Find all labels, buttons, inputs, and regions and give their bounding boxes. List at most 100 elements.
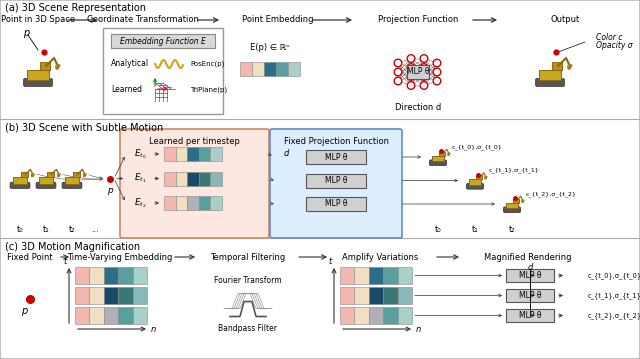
Bar	[199, 196, 211, 210]
FancyBboxPatch shape	[503, 207, 521, 213]
Text: t₂: t₂	[68, 225, 76, 234]
Bar	[90, 267, 104, 284]
Text: Amplify Variations: Amplify Variations	[342, 252, 418, 261]
Bar	[306, 173, 366, 187]
Bar	[252, 62, 264, 76]
Circle shape	[407, 55, 415, 62]
Circle shape	[407, 82, 415, 89]
Bar	[75, 267, 90, 284]
Text: Direction d: Direction d	[395, 103, 441, 112]
Text: p: p	[23, 28, 29, 38]
Text: Embedding Function E: Embedding Function E	[120, 37, 206, 46]
FancyBboxPatch shape	[36, 182, 56, 188]
Text: c_{t_1},σ_{t_1}: c_{t_1},σ_{t_1}	[588, 292, 640, 299]
Text: MLP θ: MLP θ	[324, 200, 348, 209]
Bar	[13, 177, 27, 184]
Bar	[306, 197, 366, 211]
Text: MLP θ: MLP θ	[324, 153, 348, 162]
Bar	[187, 196, 199, 210]
Text: MLP θ: MLP θ	[407, 67, 429, 76]
Bar	[476, 175, 482, 180]
Text: Opacity σ: Opacity σ	[596, 42, 632, 51]
Text: (b) 3D Scene with Subtle Motion: (b) 3D Scene with Subtle Motion	[5, 122, 163, 132]
Bar	[175, 147, 187, 161]
Bar	[118, 307, 132, 324]
FancyBboxPatch shape	[120, 129, 269, 238]
Bar	[369, 267, 383, 284]
Bar	[383, 267, 397, 284]
Polygon shape	[522, 200, 524, 202]
Bar	[340, 287, 355, 304]
Text: t₂: t₂	[509, 225, 515, 234]
Bar	[187, 147, 199, 161]
Polygon shape	[58, 174, 60, 177]
Bar	[27, 70, 49, 80]
Bar	[132, 307, 147, 324]
Text: MLP θ: MLP θ	[519, 271, 541, 280]
Bar	[21, 172, 28, 177]
Bar	[164, 172, 175, 186]
Bar	[211, 172, 222, 186]
Text: Fixed Point: Fixed Point	[7, 252, 53, 261]
Text: c_{t_0},σ_{t_0}: c_{t_0},σ_{t_0}	[452, 144, 503, 150]
Circle shape	[394, 59, 402, 67]
Text: Point Embedding: Point Embedding	[243, 15, 314, 24]
Bar	[369, 307, 383, 324]
Bar	[90, 307, 104, 324]
Text: t₁: t₁	[472, 225, 478, 234]
Bar	[397, 287, 412, 304]
Bar	[355, 307, 369, 324]
FancyBboxPatch shape	[270, 129, 402, 238]
Text: Learned per timestep: Learned per timestep	[149, 136, 240, 145]
Bar	[118, 287, 132, 304]
Bar	[164, 147, 175, 161]
Bar	[164, 196, 175, 210]
Text: MLP θ: MLP θ	[519, 291, 541, 300]
Bar	[383, 307, 397, 324]
Text: d: d	[284, 149, 289, 158]
Bar	[104, 267, 118, 284]
Bar	[355, 287, 369, 304]
Polygon shape	[485, 177, 487, 179]
Text: p: p	[21, 306, 27, 316]
Text: c_{t_2},σ_{t_2}: c_{t_2},σ_{t_2}	[526, 191, 577, 197]
Bar	[211, 196, 222, 210]
Bar	[506, 203, 518, 209]
Text: n: n	[150, 325, 156, 334]
Bar	[111, 34, 215, 48]
Text: E(p) ∈ ℝⁿ: E(p) ∈ ℝⁿ	[250, 43, 290, 52]
FancyBboxPatch shape	[429, 160, 447, 165]
Bar	[104, 307, 118, 324]
Circle shape	[433, 77, 441, 85]
Text: Fixed Projection Function: Fixed Projection Function	[284, 136, 388, 145]
Bar	[199, 172, 211, 186]
Bar	[104, 287, 118, 304]
Text: t₀: t₀	[435, 225, 442, 234]
Bar	[340, 307, 355, 324]
Bar	[432, 156, 444, 162]
Bar	[75, 307, 90, 324]
FancyBboxPatch shape	[536, 79, 564, 87]
Text: t: t	[328, 256, 332, 266]
Text: TriPlane(p): TriPlane(p)	[190, 87, 227, 93]
FancyBboxPatch shape	[10, 182, 30, 188]
Circle shape	[420, 64, 428, 71]
Bar	[369, 287, 383, 304]
Bar	[306, 150, 366, 164]
Bar	[187, 172, 199, 186]
Circle shape	[407, 73, 415, 80]
Bar	[407, 65, 429, 79]
Bar	[264, 62, 276, 76]
Bar	[439, 151, 445, 156]
Text: Point in 3D Space: Point in 3D Space	[1, 15, 75, 24]
FancyBboxPatch shape	[24, 79, 52, 87]
Text: t: t	[63, 256, 67, 266]
Bar	[340, 267, 355, 284]
Circle shape	[433, 68, 441, 76]
Text: d: d	[527, 262, 532, 271]
Text: (c) 3D Motion Magnification: (c) 3D Motion Magnification	[5, 242, 140, 252]
Circle shape	[420, 82, 428, 89]
Text: c_{t_1},σ_{t_1}: c_{t_1},σ_{t_1}	[489, 168, 540, 173]
Text: Magnified Rendering: Magnified Rendering	[484, 252, 572, 261]
Text: Learned: Learned	[111, 85, 142, 94]
